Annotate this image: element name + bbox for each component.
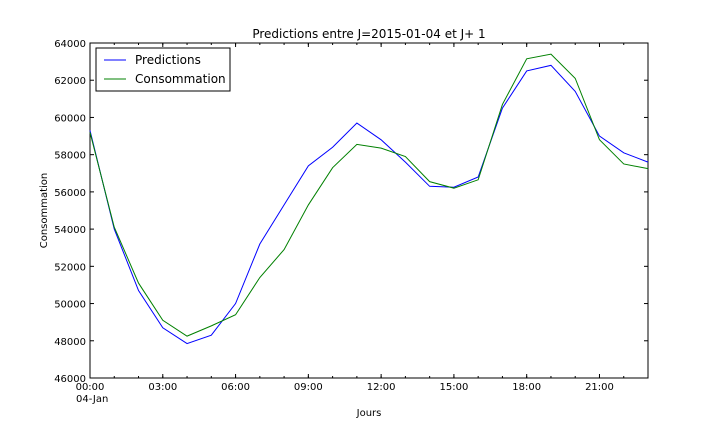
y-tick-label: 48000 — [54, 337, 86, 348]
x-axis-title: Jours — [356, 408, 382, 419]
x-tick-sublabel: 04-Jan — [76, 394, 108, 405]
y-tick-label: 64000 — [54, 39, 86, 50]
x-tick-label: 12:00 — [367, 382, 396, 393]
legend-box — [95, 47, 231, 92]
legend-label-consommation: Consommation — [135, 72, 226, 86]
y-tick-label: 56000 — [54, 188, 86, 199]
x-tick-label: 03:00 — [148, 382, 177, 393]
y-tick-label: 52000 — [54, 262, 86, 273]
y-tick-label: 58000 — [54, 151, 86, 162]
y-tick-label: 62000 — [54, 76, 86, 87]
chart-title: Predictions entre J=2015-01-04 et J+ 1 — [252, 27, 485, 41]
series-layer — [89, 53, 649, 345]
x-tick-label: 15:00 — [439, 382, 468, 393]
x-tick-label: 09:00 — [294, 382, 323, 393]
y-axis-title: Consommation — [39, 173, 50, 249]
y-tick-label: 54000 — [54, 225, 86, 236]
series-line-consommation — [89, 53, 649, 337]
plot-area — [89, 42, 649, 379]
y-tick-label: 60000 — [54, 113, 86, 124]
series-line-predictions — [89, 64, 649, 345]
legend: Predictions Consommation — [95, 47, 231, 92]
x-tick-label: 18:00 — [512, 382, 541, 393]
x-tick-label: 06:00 — [221, 382, 250, 393]
legend-label-predictions: Predictions — [135, 53, 201, 67]
x-tick-label: 21:00 — [585, 382, 614, 393]
x-tick-label: 00:00 — [76, 382, 105, 393]
y-tick-label: 46000 — [54, 374, 86, 385]
plot-frame — [89, 42, 649, 379]
y-axis: 46000 48000 50000 52000 54000 56000 58000 60000… — [54, 39, 648, 385]
y-tick-label: 50000 — [54, 300, 86, 311]
